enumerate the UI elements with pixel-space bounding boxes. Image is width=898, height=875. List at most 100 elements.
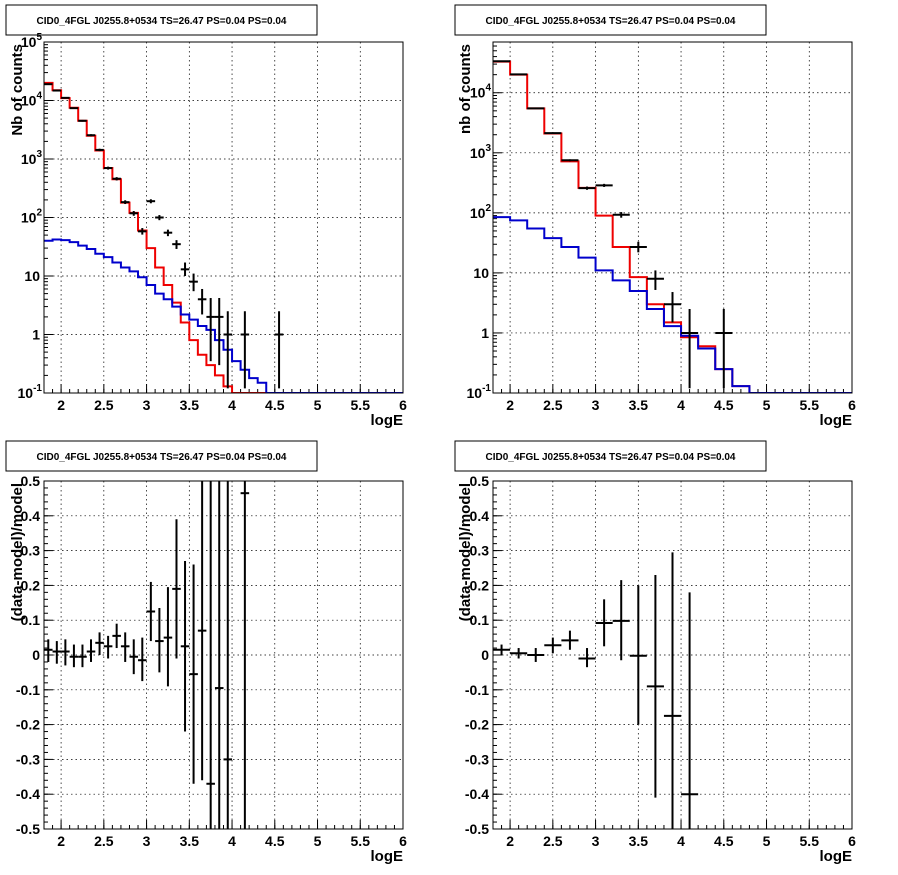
data-point [544,132,562,135]
x-tick-label: 2 [506,833,514,849]
data-point [69,644,79,668]
x-tick-label: 3 [592,833,600,849]
y-tick-label: -0.5 [465,821,489,837]
x-tick-label: 5 [763,833,771,849]
x-tick-label: 5.5 [800,833,820,849]
x-tick-label: 6 [399,833,407,849]
y-tick-label: 0.3 [21,543,41,559]
x-tick-label: 2.5 [94,833,114,849]
data-point [189,564,198,784]
series-line-total_model [493,60,852,393]
x-tick-label: 4.5 [714,833,734,849]
chart-title: CID0_4FGL J0255.8+0534 TS=26.47 PS=0.04 … [486,16,736,27]
series-line-background_model [44,238,403,393]
data-point [172,240,181,249]
data-point [138,637,147,682]
y-tick-label: 0.2 [21,577,41,593]
data-point [103,166,113,170]
x-tick-label: 2 [506,397,514,413]
x-tick-label: 6 [399,397,407,413]
chart-title: CID0_4FGL J0255.8+0534 TS=26.47 PS=0.04 … [37,452,287,463]
data-point [578,186,596,190]
plot-frame [492,41,853,394]
y-tick-label: -0.5 [16,821,40,837]
pad-counts-left: CID0_4FGL J0255.8+0534 TS=26.47 PS=0.04 … [5,4,407,429]
data-point [129,211,139,216]
x-tick-label: 4 [677,397,685,413]
chart-title-box [5,440,318,472]
data-point [61,96,70,99]
data-point [206,481,215,829]
data-point [155,215,164,221]
y-axis-title: (data-model)/model [457,483,474,621]
data-point [197,288,207,315]
x-axis-title: logE [371,412,404,429]
data-point [629,585,647,725]
data-point [95,148,104,152]
y-tick-label: -0.1 [16,682,40,698]
y-tick-label: 1 [32,327,40,343]
data-point [646,574,664,798]
x-tick-label: 3 [143,833,151,849]
data-point [214,481,224,829]
x-axis-title: logE [371,848,404,865]
data-point [595,183,613,187]
data-point [527,648,545,662]
data-point [663,552,682,829]
x-tick-label: 2 [57,397,65,413]
y-tick-label: 105 [21,32,43,50]
data-point [561,159,579,162]
data-point [612,212,630,218]
plot-area [44,81,403,393]
plot-area [493,60,852,393]
data-point [578,648,596,668]
x-tick-label: 2.5 [94,397,114,413]
data-point [189,273,198,292]
data-point [612,580,630,661]
data-point [544,637,562,654]
data-point [52,641,62,664]
x-tick-label: 3.5 [629,833,649,849]
data-point [510,73,528,76]
data-point [663,292,682,323]
x-axis-title: logE [820,412,853,429]
x-tick-label: 4 [228,833,236,849]
data-point [240,481,250,829]
x-tick-label: 4 [228,397,236,413]
data-point [172,519,181,659]
y-tick-label: 0 [481,647,489,663]
data-point [78,119,87,122]
x-tick-label: 4.5 [265,833,285,849]
data-point [95,632,104,655]
data-point [52,89,62,92]
data-point [240,311,250,389]
x-tick-label: 3 [143,397,151,413]
chart-title-box [454,440,767,472]
pad-counts-right: CID0_4FGL J0255.8+0534 TS=26.47 PS=0.04 … [454,4,856,429]
y-tick-label: 0.4 [470,508,490,524]
y-tick-label: 10-1 [467,383,492,401]
data-point [629,241,647,253]
data-point [146,199,156,204]
x-tick-label: 3 [592,397,600,413]
data-point [561,630,579,650]
x-tick-label: 6 [848,833,856,849]
y-tick-label: 10 [473,265,489,281]
data-point [112,177,121,181]
y-tick-label: 0.3 [470,543,490,559]
plot-frame [492,480,853,830]
x-tick-label: 2.5 [543,397,563,413]
data-point [146,581,156,642]
data-point [86,134,96,137]
pad-residual-left: CID0_4FGL J0255.8+0534 TS=26.47 PS=0.04 … [5,440,407,865]
grid [493,42,853,394]
x-tick-label: 4.5 [714,397,734,413]
plot-area [44,481,250,829]
y-tick-label: -0.2 [465,717,489,733]
data-point [44,639,53,662]
chart-title-box [454,4,767,36]
chart-title: CID0_4FGL J0255.8+0534 TS=26.47 PS=0.04 … [37,16,287,27]
x-tick-label: 5 [314,397,322,413]
y-tick-label: -0.4 [16,786,40,802]
